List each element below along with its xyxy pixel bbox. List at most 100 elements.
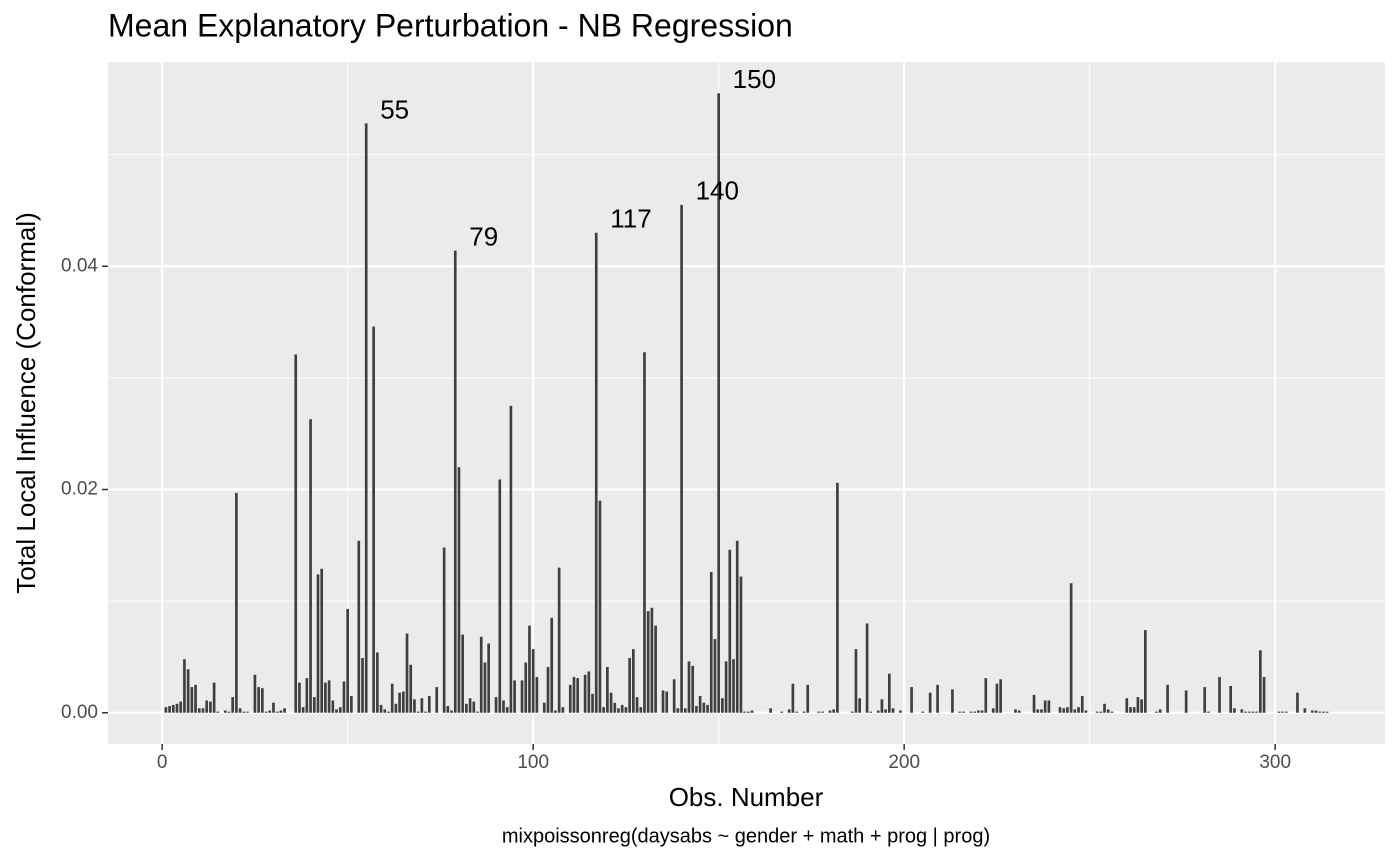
bar xyxy=(405,633,409,713)
chart-title: Mean Explanatory Perturbation - NB Regre… xyxy=(108,7,793,43)
bar xyxy=(1325,711,1329,713)
bar xyxy=(832,709,836,713)
bar xyxy=(283,708,286,713)
bar xyxy=(1233,708,1236,713)
bar xyxy=(268,710,272,713)
bar xyxy=(472,701,476,713)
bar xyxy=(316,574,320,713)
bar xyxy=(1058,707,1062,713)
bar xyxy=(695,706,698,713)
bar xyxy=(995,683,999,713)
bar xyxy=(1255,711,1258,713)
bar xyxy=(197,708,201,713)
bar xyxy=(257,687,260,713)
bar xyxy=(465,703,468,713)
bar xyxy=(390,683,394,713)
bar xyxy=(479,636,483,713)
bar xyxy=(457,467,461,713)
bar xyxy=(1158,709,1162,713)
bar xyxy=(709,572,713,713)
bar xyxy=(1132,707,1136,713)
bar xyxy=(991,708,995,713)
bar xyxy=(324,682,327,713)
bar xyxy=(554,710,557,713)
bar xyxy=(724,661,728,713)
bar xyxy=(235,492,238,713)
bar xyxy=(1281,711,1284,713)
bar xyxy=(858,698,861,713)
bar xyxy=(335,709,338,713)
bar xyxy=(175,703,179,713)
bar xyxy=(424,711,427,713)
bar xyxy=(279,710,283,713)
bar xyxy=(1303,708,1307,713)
bar xyxy=(1251,711,1255,713)
bar xyxy=(1277,711,1281,713)
bar xyxy=(1103,703,1106,713)
bar xyxy=(513,680,516,713)
bar xyxy=(591,693,594,713)
bar xyxy=(223,710,227,713)
bar xyxy=(735,540,739,713)
bar xyxy=(242,711,246,713)
bar xyxy=(261,688,264,713)
bar xyxy=(928,692,932,713)
bar xyxy=(936,684,939,713)
bar xyxy=(1073,709,1077,713)
bar xyxy=(342,681,346,713)
bar xyxy=(1155,711,1158,713)
bar xyxy=(717,93,721,713)
y-tick-label: 0.00 xyxy=(61,702,98,723)
bar xyxy=(1110,711,1114,713)
bar xyxy=(1040,709,1043,713)
bar xyxy=(557,567,561,713)
bar xyxy=(791,683,795,713)
bar xyxy=(1259,650,1262,713)
bar xyxy=(301,707,305,713)
bar xyxy=(212,682,216,713)
bar xyxy=(1318,711,1322,713)
bar xyxy=(635,697,639,713)
bar xyxy=(680,204,683,713)
bar xyxy=(509,405,513,713)
bar xyxy=(854,649,858,713)
bar xyxy=(416,711,420,713)
bar xyxy=(769,708,772,713)
bar xyxy=(739,576,743,713)
bar xyxy=(1014,709,1017,713)
bar xyxy=(639,707,643,713)
bar xyxy=(487,643,490,713)
bar xyxy=(427,696,431,713)
bar xyxy=(361,658,364,713)
bar xyxy=(836,482,839,713)
bar xyxy=(698,696,702,713)
bar xyxy=(253,674,257,713)
bar xyxy=(606,666,609,713)
bar xyxy=(350,696,353,713)
bar xyxy=(305,678,309,713)
bar xyxy=(535,677,539,713)
bar xyxy=(850,711,854,713)
bar xyxy=(713,639,717,713)
bar xyxy=(899,710,902,713)
bar xyxy=(1262,677,1266,713)
bar xyxy=(275,711,279,713)
panel-background xyxy=(108,62,1385,744)
bar xyxy=(787,709,791,713)
bar xyxy=(413,699,416,713)
bar xyxy=(498,479,502,713)
bar xyxy=(327,680,331,713)
bar xyxy=(453,250,457,713)
bar xyxy=(171,704,175,713)
bar xyxy=(383,709,387,713)
bar xyxy=(706,704,709,713)
bar xyxy=(561,707,565,713)
bar xyxy=(1310,710,1314,713)
bar xyxy=(338,707,342,713)
bar xyxy=(587,671,591,713)
bar xyxy=(435,687,439,713)
bar xyxy=(216,711,220,713)
bar xyxy=(880,699,884,713)
bar xyxy=(568,684,572,713)
